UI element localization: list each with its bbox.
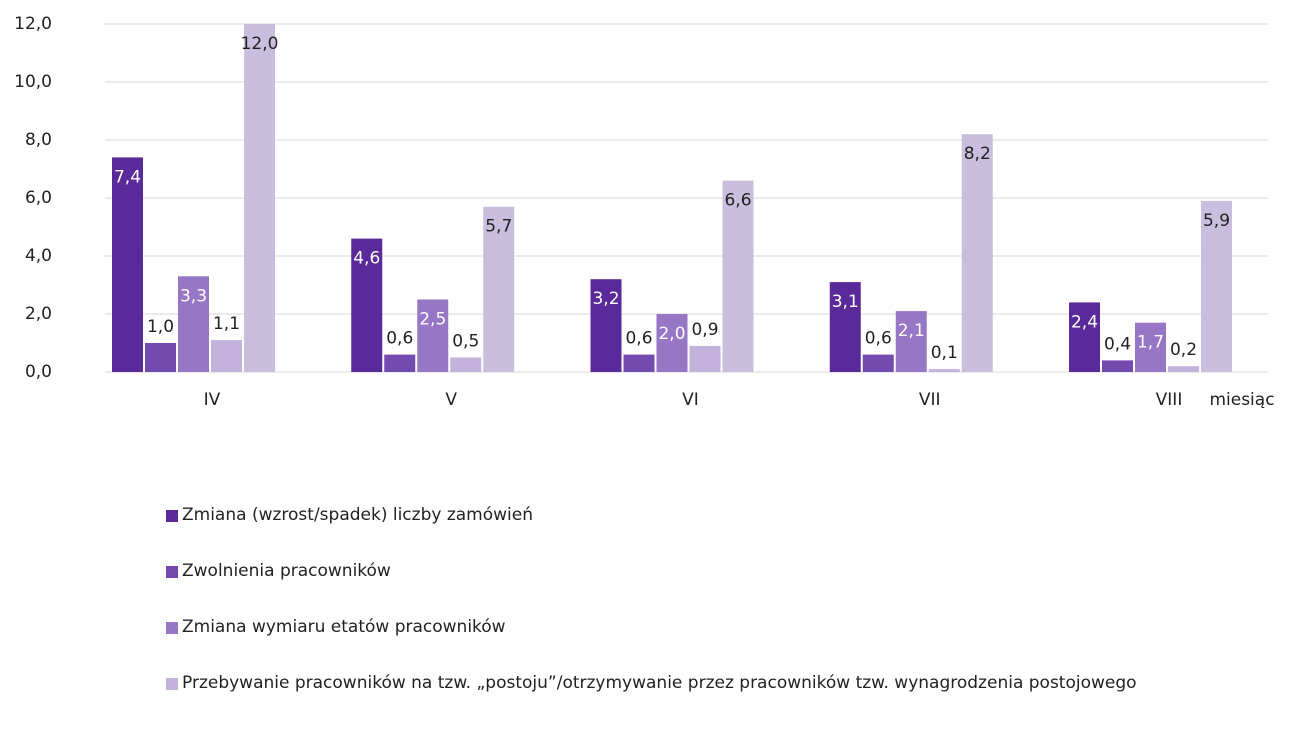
legend-item: Zmiana (wzrost/spadek) liczby zamówień [166,505,1276,526]
bar [590,279,622,372]
bar [483,206,515,372]
bar [145,343,176,372]
y-tick-label: 4,0 [25,246,52,266]
x-axis-label: miesiąc [1209,390,1274,410]
legend-swatch [166,566,178,578]
x-tick-label: VII [919,390,941,410]
legend-label: Zmiana (wzrost/spadek) liczby zamówień [182,505,533,525]
bar [829,282,861,372]
value-label: 0,4 [1104,334,1131,354]
bar [656,314,688,372]
value-label: 0,5 [452,332,479,352]
value-label: 12,0 [241,34,279,54]
bar [178,276,209,372]
value-label: 1,0 [147,317,174,337]
legend-label: Zmiana wymiaru etatów pracowników [182,617,506,637]
x-tick-label: VI [682,390,699,410]
value-label: 3,2 [592,289,619,309]
bar [384,354,416,372]
y-tick-label: 12,0 [14,14,52,34]
value-label: 0,9 [691,320,718,340]
value-label: 0,6 [625,329,652,349]
y-tick-label: 8,0 [25,130,52,150]
value-label: 5,9 [1203,211,1230,231]
value-label: 3,1 [832,292,859,312]
value-label: 0,6 [865,329,892,349]
value-label: 0,1 [931,343,958,363]
value-label: 2,4 [1071,312,1098,332]
bar [961,134,993,372]
bar [895,311,927,372]
value-label: 3,3 [180,286,207,306]
legend-swatch [166,510,178,522]
bar [1102,360,1133,372]
value-label: 7,4 [114,167,141,187]
y-tick-label: 2,0 [25,304,52,324]
value-label: 0,6 [386,329,413,349]
legend-swatch [166,622,178,634]
bar [862,354,894,372]
x-tick-label: VIII [1156,390,1183,410]
bar [1168,366,1199,372]
bar [928,369,960,372]
bar [351,238,383,372]
value-label: 2,5 [419,310,446,330]
chart: 0,0 2,0 4,0 6,0 8,0 10,0 12,0 IV 7,4 1,0 3,3 1,1 12,… [14,14,1274,410]
value-label: 8,2 [964,144,991,164]
bar [211,340,242,372]
y-tick-label: 6,0 [25,188,52,208]
value-label: 1,7 [1137,333,1164,353]
legend-item: Zmiana wymiaru etatów pracowników [166,617,1276,638]
legend-label: Przebywanie pracowników na tzw. „postoju… [182,673,1137,693]
bar [623,354,655,372]
bar [112,157,143,372]
value-label: 4,6 [353,249,380,269]
value-label: 0,2 [1170,340,1197,360]
value-label: 6,6 [724,191,751,211]
bar [417,299,449,372]
y-tick-label: 0,0 [25,362,52,382]
bar [244,24,275,372]
legend-item: Zwolnienia pracowników [166,561,1276,582]
x-tick-label: IV [204,390,221,410]
bar [722,180,754,372]
value-label: 5,7 [485,217,512,237]
value-label: 2,1 [898,321,925,341]
legend-swatch [166,678,178,690]
bar [1201,200,1232,372]
x-tick-label: V [445,390,457,410]
legend-label: Zwolnienia pracowników [182,561,391,581]
value-label: 2,0 [658,324,685,344]
legend: Zmiana (wzrost/spadek) liczby zamówień Zw… [166,505,1276,729]
bar [689,345,721,372]
bar [1069,302,1100,372]
value-label: 1,1 [213,314,240,334]
bar [1135,322,1166,372]
y-tick-label: 10,0 [14,72,52,92]
bar [450,357,482,372]
legend-item: Przebywanie pracowników na tzw. „postoju… [166,673,1276,694]
